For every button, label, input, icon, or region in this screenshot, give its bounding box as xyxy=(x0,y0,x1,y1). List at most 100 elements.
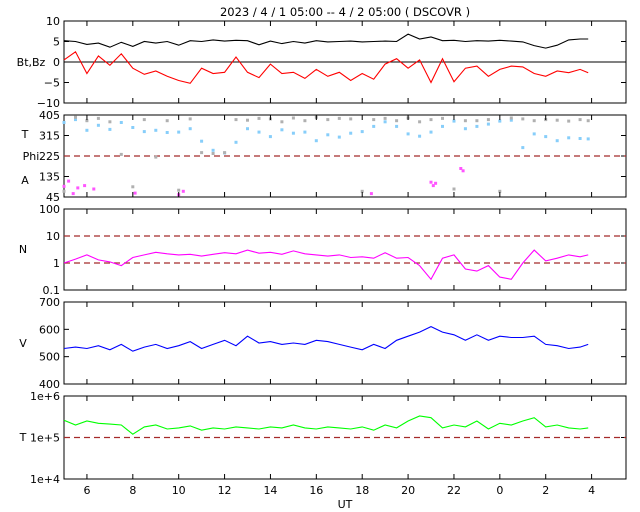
t-point xyxy=(96,123,100,127)
y-tick-label: 45 xyxy=(46,191,60,204)
density-ylabel: N xyxy=(19,243,27,256)
phi-point xyxy=(395,119,399,123)
t-point xyxy=(200,139,204,143)
x-tick-label: 22 xyxy=(447,484,461,497)
a-point xyxy=(71,192,75,196)
y-tick-label: −5 xyxy=(44,77,60,90)
phi-point xyxy=(452,187,456,191)
x-tick-label: 20 xyxy=(401,484,415,497)
t-point xyxy=(509,118,513,122)
y-tick-label: 600 xyxy=(39,323,60,336)
phi-point xyxy=(463,119,467,123)
y-tick-label: 100 xyxy=(39,203,60,216)
speed-series xyxy=(63,325,589,352)
y-tick-label: 1e+4 xyxy=(30,473,60,486)
t-point xyxy=(463,127,467,131)
temperature-series xyxy=(63,415,589,435)
t-point xyxy=(303,130,307,134)
phi-point xyxy=(509,116,513,120)
phi-point xyxy=(326,118,330,122)
phi-point xyxy=(486,118,490,122)
y-tick-label: 1 xyxy=(53,257,60,270)
temperature-panel: T 1e+6 1e+5 1e+4 xyxy=(19,390,627,486)
y-tick-label: 135 xyxy=(39,171,60,184)
t-point xyxy=(291,131,295,135)
t-point xyxy=(142,130,146,134)
t-point xyxy=(395,124,399,128)
t-point xyxy=(452,119,456,123)
a-point xyxy=(76,186,80,190)
temperature-ticks: 1e+6 1e+5 1e+4 xyxy=(30,390,626,486)
temperature-line xyxy=(63,415,589,435)
phi-point xyxy=(441,116,444,120)
bt-line xyxy=(63,33,589,49)
phi-point xyxy=(280,120,284,124)
t-point xyxy=(486,122,490,126)
y-tick-label: −10 xyxy=(37,97,60,110)
t-point xyxy=(360,130,364,134)
phi-point xyxy=(74,115,77,119)
phi-point xyxy=(211,152,215,155)
phi-point xyxy=(119,152,123,156)
a-point xyxy=(181,189,185,193)
temperature-ylabel: T xyxy=(19,431,27,444)
x-tick-label: 10 xyxy=(172,484,186,497)
phi-point xyxy=(532,119,536,123)
t-ylabel: T xyxy=(21,128,29,141)
t-point xyxy=(314,139,318,143)
t-point xyxy=(119,121,123,124)
density-reference-lines xyxy=(64,235,626,264)
t-point xyxy=(326,133,330,137)
x-tick-label: 8 xyxy=(129,484,136,497)
t-point xyxy=(165,131,169,134)
a-point xyxy=(83,184,87,188)
phi-point xyxy=(108,120,112,124)
phi-point xyxy=(349,117,353,121)
phi-point xyxy=(85,119,89,123)
t-point xyxy=(521,146,525,150)
t-point xyxy=(349,131,353,135)
t-point xyxy=(62,121,66,124)
bz-line xyxy=(63,50,589,84)
phi-point xyxy=(475,119,479,123)
y-tick-label: 315 xyxy=(39,130,60,143)
phi-point xyxy=(303,119,307,123)
t-point xyxy=(544,135,548,139)
x-tick-label: 2 xyxy=(542,484,549,497)
phi-point xyxy=(383,116,387,120)
x-tick-label: 12 xyxy=(218,484,232,497)
y-tick-label: 10 xyxy=(46,15,60,28)
a-ylabel: A xyxy=(21,174,29,187)
x-tick-label: 4 xyxy=(588,484,595,497)
t-point xyxy=(234,140,238,144)
x-axis: 6 8 10 12 14 16 18 20 22 0 2 4 xyxy=(83,21,595,497)
t-point xyxy=(383,120,387,124)
phi-point xyxy=(62,189,66,193)
bt-bz-panel: Bt,Bz 10 5 0 −5 −10 xyxy=(17,15,627,110)
phi-point xyxy=(131,185,135,189)
phi-point xyxy=(555,118,559,122)
a-point xyxy=(434,181,438,185)
speed-ylabel: V xyxy=(19,337,27,350)
phi-point xyxy=(165,119,169,123)
bt-bz-series xyxy=(63,33,589,84)
x-tick-label: 16 xyxy=(309,484,323,497)
a-point xyxy=(429,180,433,184)
a-point xyxy=(431,184,435,188)
t-point xyxy=(268,135,272,139)
t-point xyxy=(429,130,433,134)
a-point xyxy=(92,187,96,191)
phi-point xyxy=(521,117,525,121)
phi-point xyxy=(586,119,590,123)
speed-panel: V 700 600 500 400 xyxy=(19,296,627,391)
x-tick-label: 18 xyxy=(355,484,369,497)
a-point xyxy=(461,169,465,173)
phi-point xyxy=(154,155,158,159)
x-tick-label: 14 xyxy=(263,484,277,497)
y-tick-label: 0 xyxy=(53,56,60,69)
t-point xyxy=(372,124,376,128)
density-series xyxy=(63,249,589,281)
t-point xyxy=(475,124,479,128)
x-tick-label: 6 xyxy=(83,484,90,497)
